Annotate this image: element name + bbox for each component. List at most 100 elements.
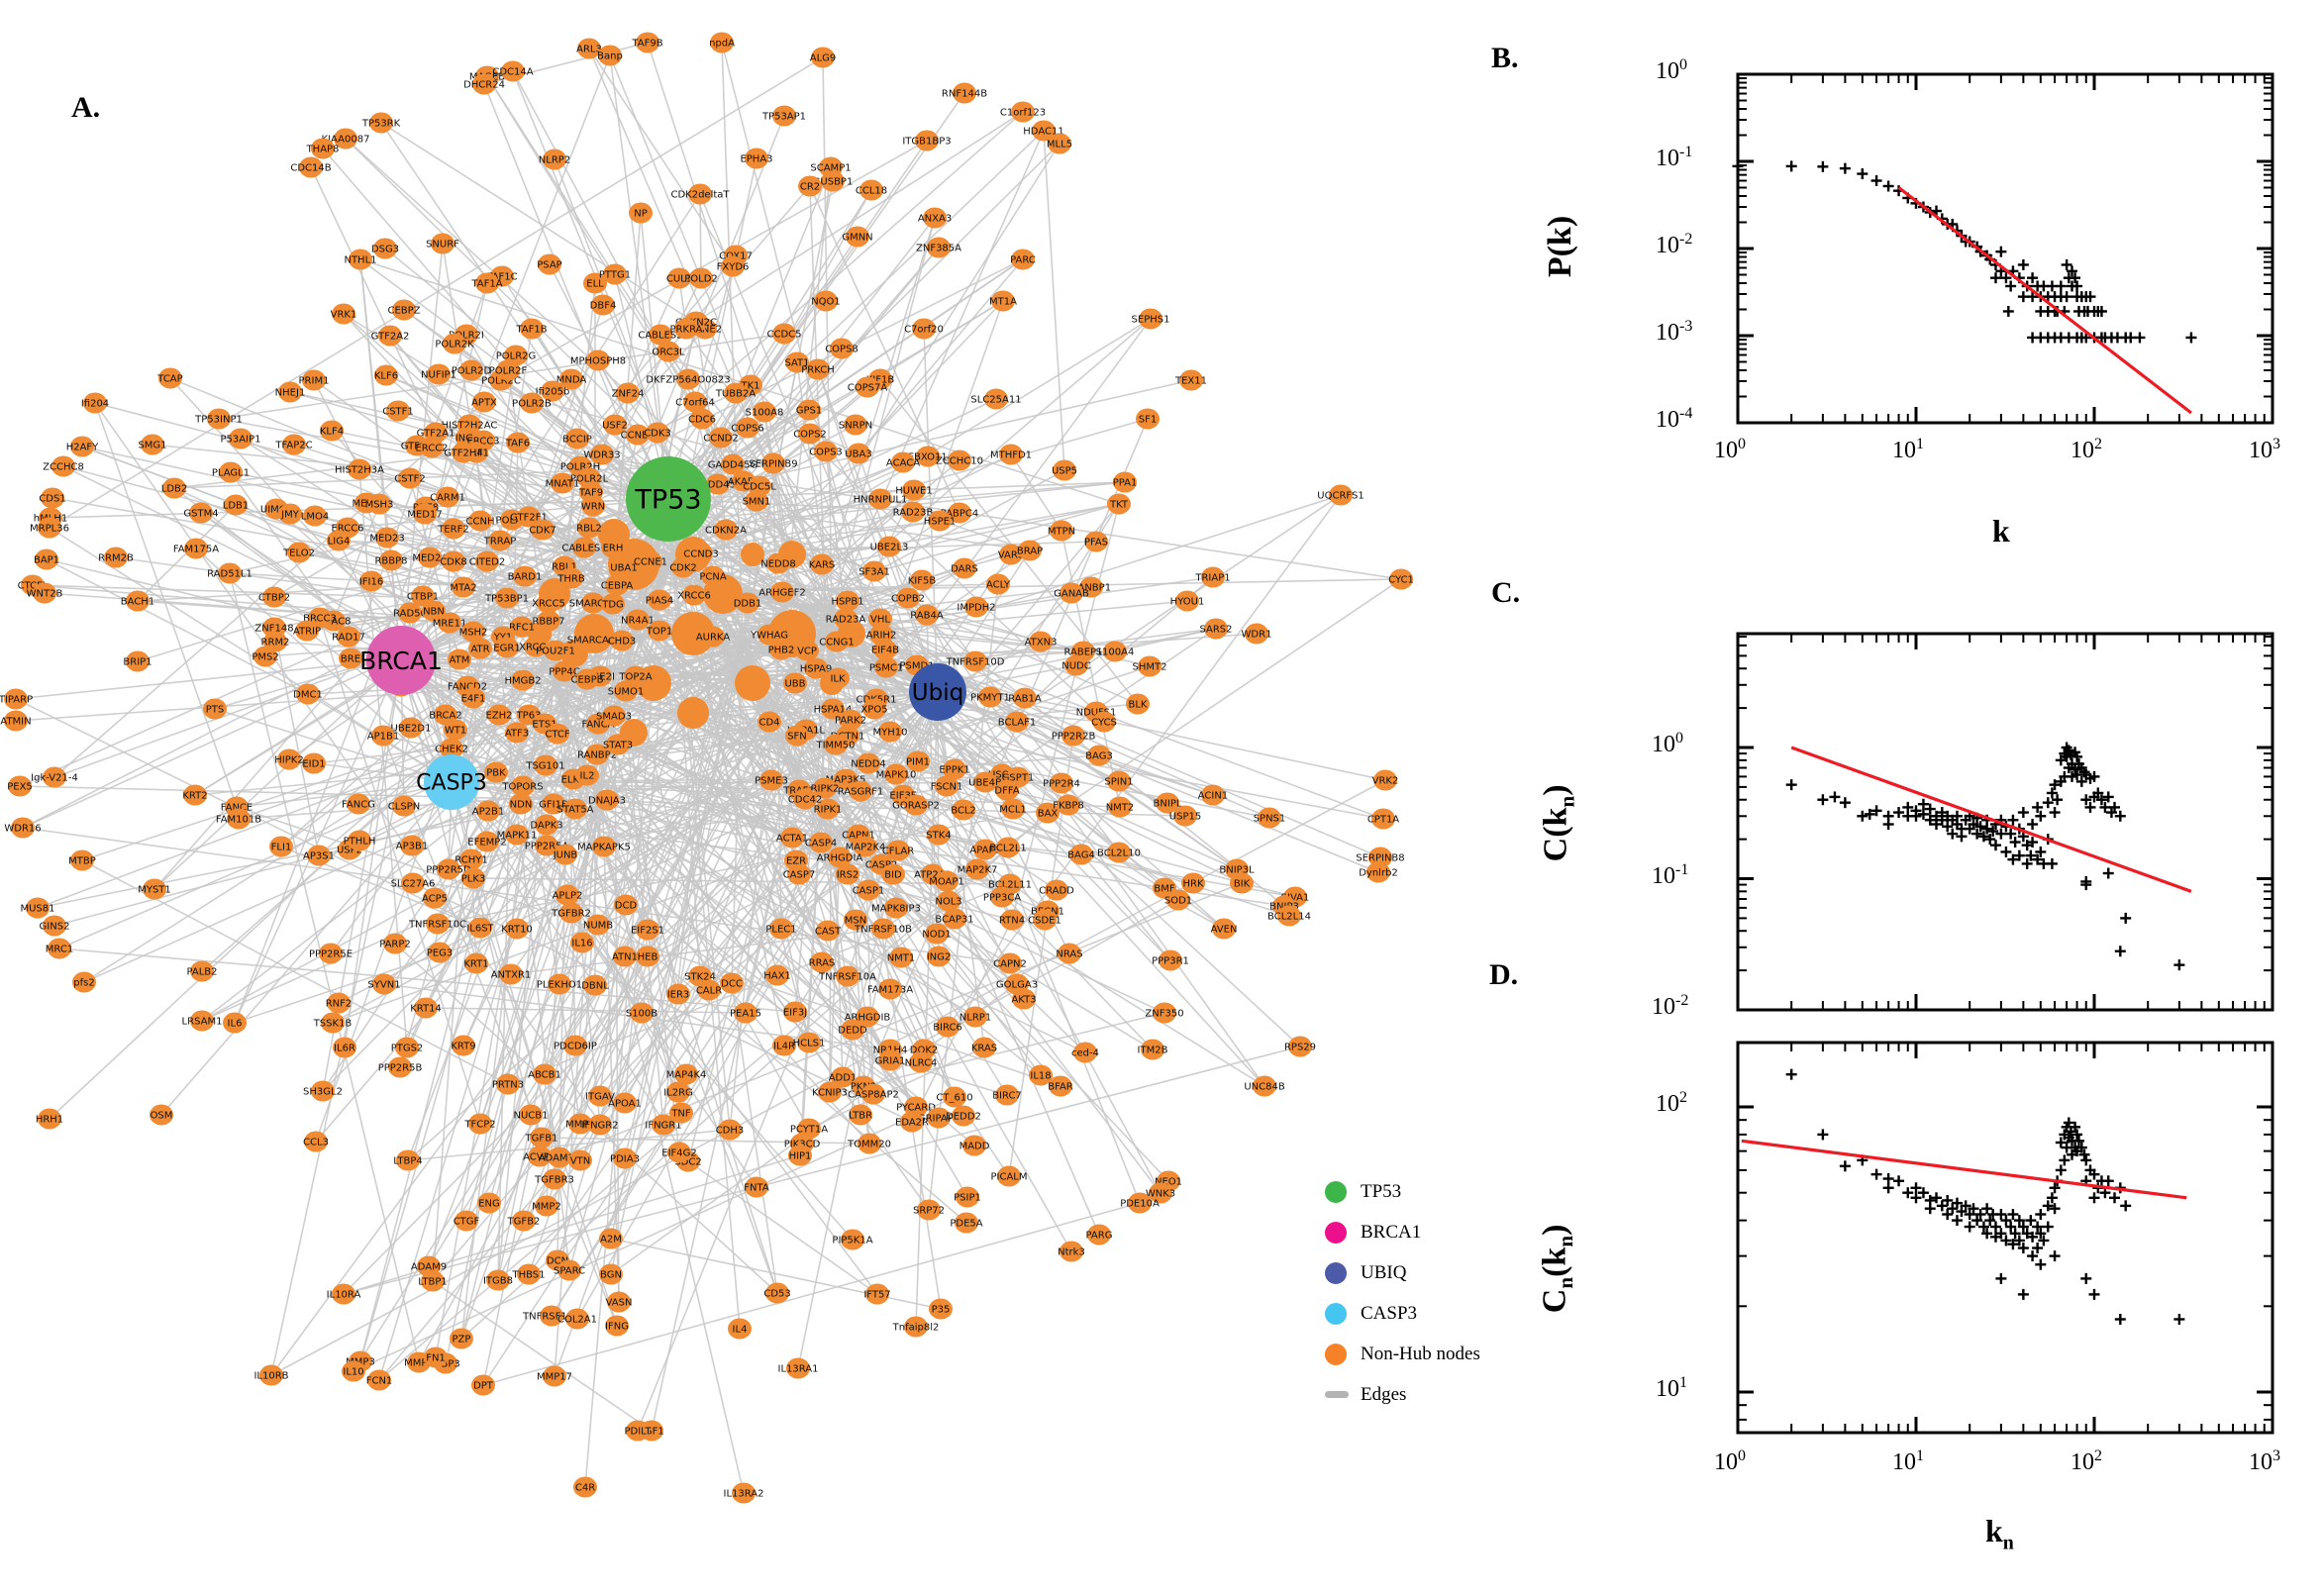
network-node-label: CLSPN [388,802,420,813]
network-node-label: KIF1B [866,375,895,386]
network-node-label: EIF3J [783,1008,807,1019]
plot-d-xtick: 103 [2249,1447,2280,1475]
network-node-label: CCDC5 [766,330,801,341]
network-node-label: BCCIP [562,435,592,446]
network-node-label: TGFB1 [525,1134,558,1145]
network-node-label: FNTA [744,1183,769,1194]
network-node: CCDC5 [766,323,802,345]
network-node: C4R [573,1476,597,1498]
network-node-label: HNRNPUL1 [854,495,908,506]
network-node-label: P53AIP1 [221,435,261,446]
network-node: BRIP1 [123,650,152,672]
network-node: DSG3 [371,238,399,259]
network-node-label: SDC2 [674,1157,701,1168]
network-node: CTBP2 [258,586,290,608]
network-node: GRIA1 [875,1049,905,1071]
network-node-label: MED1 [352,499,380,510]
network-node: SLC25A11 [970,388,1022,410]
network-node-label: FAM175A [173,545,219,555]
network-node-label: AP1B1 [367,732,399,743]
network-node: MYST1 [138,878,171,900]
network-node: IFNGR1 [645,1114,682,1136]
network-node: TOPORS [501,775,544,797]
network-node: P53AIP1 [221,428,261,449]
network-node-label: MOAP1 [929,877,964,888]
network-node-label: MTPN [1048,527,1075,538]
network-node-label: EIF4G2 [661,1148,697,1159]
network-node-label: RNF2 [326,999,353,1010]
network-node: COPB2 [891,587,925,609]
network-node: TP53RK [361,112,401,134]
network-node: COPS3 [809,441,843,462]
network-node: RFC1 [509,616,535,638]
network-node: P35 [929,1298,953,1320]
network-node: CTGF [454,1210,480,1232]
network-node-label: MTBP [68,856,96,867]
network-node: BAG3 [1085,745,1113,766]
network-node-label: TGFBR3 [534,1175,574,1186]
network-node: FBXO11 [908,446,948,467]
network-node-label: LTBR [849,1111,872,1122]
network-node-label: PRKRA [670,325,703,336]
network-node: ING2 [927,946,951,967]
network-node-label: LTBP3 [431,1359,460,1370]
network-node: MAPK8IP3 [871,897,921,919]
network-node: PALB2 [186,960,218,982]
network-node-label: BRE [341,654,360,665]
network-node: CUL1 [666,267,692,289]
network-node: MSH2 [459,621,487,643]
network-node-label: COPS3 [809,448,843,458]
network-node: RBBP8 [374,549,408,571]
network-node: KRT2 [182,784,208,806]
network-node-label: ITM2B [1138,1046,1168,1056]
network-node-label: MSH3 [365,500,394,511]
network-node-label: PDIA3 [610,1154,640,1165]
network-node: IFI16 [359,570,383,592]
network-node-label: HCLS1 [793,1039,826,1049]
network-node: CEBPZ [387,299,421,321]
network-node-label: NEDD8 [760,559,796,570]
network-node-label: FLI1 [271,843,292,853]
network-node: POLR2B [512,392,552,414]
network-node-label: PPP4C [549,667,579,678]
network-node-label: PEX5 [7,782,33,793]
network-node: HRH1 [36,1108,63,1130]
network-node-label: TAF1C [485,272,517,283]
network-node: SEPHS1 [1132,308,1169,330]
network-node: CFLAR [882,840,914,861]
network-node: LIG4 [327,530,351,551]
network-node-label: SPARC [554,1266,585,1277]
network-node: CDC6 [688,408,716,430]
network-node-label: UIMC1 [260,505,292,516]
network-node-label: TP63 [516,711,542,722]
network-node: FCN1 [366,1369,392,1391]
network-node: RBBP7 [532,610,565,632]
network-node-label: HSPA9 [800,664,832,675]
network-node: CDC5L [743,475,776,497]
network-node-label: USP15 [1169,812,1201,823]
network-node: PSME3 [755,769,788,791]
network-node: CASP1 [853,879,884,901]
network-node-label: GSTM4 [183,509,218,520]
network-node-label: PMS2 [252,652,278,663]
network-node-label: AP2B1 [472,807,504,818]
network-node: TGFBR2 [551,902,591,924]
network-node-label: ERCC2 [415,444,448,454]
network-node: NHEJ1 [275,381,305,403]
network-node: UBE2D1 [391,717,431,739]
network-node-label: XRCC4 [519,643,553,653]
network-node-label: WDR33 [583,450,620,461]
network-node-label: BRAP [1017,547,1043,557]
network-node-label: VRK2 [1372,776,1399,787]
network-node: KIAA0087 [322,128,369,150]
network-node-label: ACTA1 [776,834,808,845]
network-node: PTTG1 [599,263,631,285]
network-node-label: KARS [809,560,836,571]
network-node-label: TIMM50 [815,741,855,751]
network-node: MLL5 [1047,133,1072,154]
network-node-label: CR2 [800,182,820,193]
network-node-label: TOMM20 [847,1140,891,1150]
network-node-label: SERPINB8 [1356,853,1404,864]
node-swatch-icon [1325,1180,1347,1203]
network-node-label: KRT14 [410,1004,442,1015]
